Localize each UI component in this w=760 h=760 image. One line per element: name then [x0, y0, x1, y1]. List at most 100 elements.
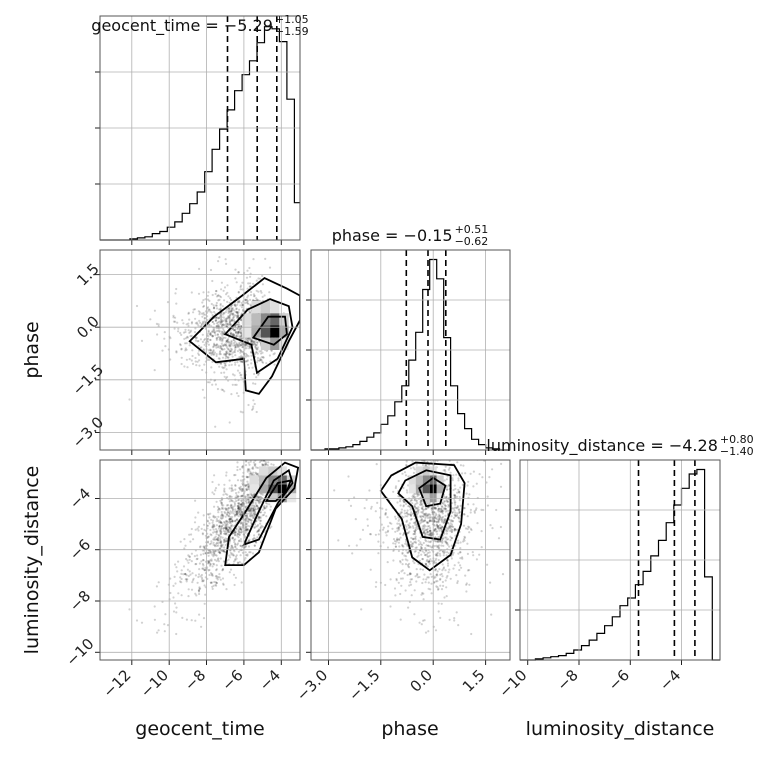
- scatter-point: [241, 487, 244, 491]
- scatter-point: [238, 511, 241, 514]
- scatter-point: [213, 493, 216, 496]
- scatter-point: [428, 562, 431, 565]
- scatter-point: [256, 529, 259, 533]
- scatter-point: [465, 590, 468, 593]
- scatter-point: [446, 500, 449, 503]
- scatter-point: [429, 513, 432, 516]
- scatter-point: [270, 349, 273, 352]
- scatter-point: [435, 554, 438, 557]
- scatter-point: [433, 545, 436, 548]
- scatter-point: [192, 538, 195, 541]
- scatter-point: [404, 515, 407, 518]
- scatter-point: [232, 573, 236, 576]
- scatter-point: [228, 518, 231, 521]
- scatter-point: [225, 520, 228, 523]
- scatter-point: [427, 533, 430, 536]
- scatter-point: [180, 594, 183, 597]
- scatter-point: [186, 568, 189, 571]
- scatter-point: [247, 520, 250, 524]
- scatter-point: [190, 329, 193, 332]
- scatter-point: [440, 602, 443, 605]
- scatter-point: [201, 388, 204, 391]
- scatter-point: [224, 524, 227, 527]
- scatter-point: [228, 323, 231, 326]
- scatter-point: [236, 330, 240, 333]
- scatter-point: [436, 524, 439, 527]
- scatter-point: [458, 508, 461, 511]
- scatter-point: [241, 475, 244, 478]
- scatter-point: [424, 508, 427, 511]
- scatter-point: [416, 493, 419, 496]
- scatter-point: [265, 515, 268, 518]
- scatter-point: [402, 499, 405, 502]
- scatter-point: [228, 526, 231, 530]
- scatter-point: [399, 524, 402, 527]
- scatter-point: [445, 541, 448, 544]
- scatter-point: [435, 523, 438, 526]
- scatter-point: [214, 304, 218, 307]
- scatter-point: [232, 512, 235, 515]
- scatter-point: [233, 303, 236, 306]
- scatter-point: [225, 355, 229, 358]
- scatter-point: [417, 442, 419, 444]
- scatter-point: [441, 510, 444, 513]
- scatter-point: [235, 343, 238, 346]
- scatter-point: [210, 558, 213, 561]
- scatter-point: [206, 519, 209, 522]
- scatter-point: [212, 350, 215, 353]
- scatter-point: [233, 474, 236, 477]
- scatter-point: [246, 476, 249, 479]
- scatter-point: [252, 504, 255, 507]
- scatter-point: [258, 500, 261, 503]
- scatter-point: [225, 308, 228, 311]
- scatter-point: [429, 529, 432, 532]
- scatter-point: [233, 314, 236, 317]
- scatter-point: [227, 323, 230, 326]
- scatter-point: [189, 335, 192, 338]
- title-luminosity-distance: luminosity_distance = −4.28 +0.80−1.40: [486, 433, 753, 458]
- scatter-point: [437, 521, 440, 524]
- scatter-point: [225, 508, 228, 511]
- scatter-point: [265, 463, 268, 466]
- scatter-point: [262, 356, 265, 359]
- scatter-point: [423, 530, 426, 533]
- scatter-point: [252, 516, 255, 520]
- scatter-point: [220, 522, 223, 525]
- scatter-point: [212, 346, 215, 349]
- scatter-point: [235, 510, 238, 514]
- scatter-point: [247, 501, 250, 504]
- scatter-point: [444, 514, 447, 518]
- scatter-point: [226, 511, 229, 514]
- scatter-point: [209, 543, 212, 546]
- scatter-point: [377, 540, 380, 543]
- scatter-point: [428, 529, 431, 533]
- scatter-point: [415, 507, 418, 510]
- scatter-point: [245, 500, 248, 503]
- scatter-point: [209, 550, 212, 553]
- scatter-point: [188, 344, 191, 347]
- scatter-point: [241, 304, 244, 307]
- scatter-point: [247, 518, 251, 521]
- scatter-point: [501, 573, 505, 576]
- scatter-point: [260, 511, 263, 514]
- scatter-point: [234, 510, 237, 513]
- scatter-point: [219, 528, 222, 532]
- scatter-point: [416, 502, 419, 505]
- scatter-point: [245, 347, 248, 350]
- scatter-point: [250, 515, 253, 518]
- scatter-point: [182, 322, 185, 325]
- scatter-point: [197, 339, 200, 343]
- scatter-point: [235, 342, 238, 345]
- scatter-point: [402, 516, 405, 519]
- panel-frame: [310, 249, 511, 451]
- scatter-point: [431, 520, 434, 523]
- scatter-point: [198, 319, 201, 322]
- scatter-point: [215, 322, 218, 325]
- y-axis-label-luminosity-distance: luminosity_distance: [21, 466, 43, 655]
- scatter-point: [211, 330, 214, 333]
- scatter-point: [458, 517, 461, 520]
- scatter-point: [266, 452, 268, 454]
- scatter-point: [248, 518, 251, 521]
- scatter-point: [238, 335, 242, 338]
- scatter-point: [438, 544, 441, 547]
